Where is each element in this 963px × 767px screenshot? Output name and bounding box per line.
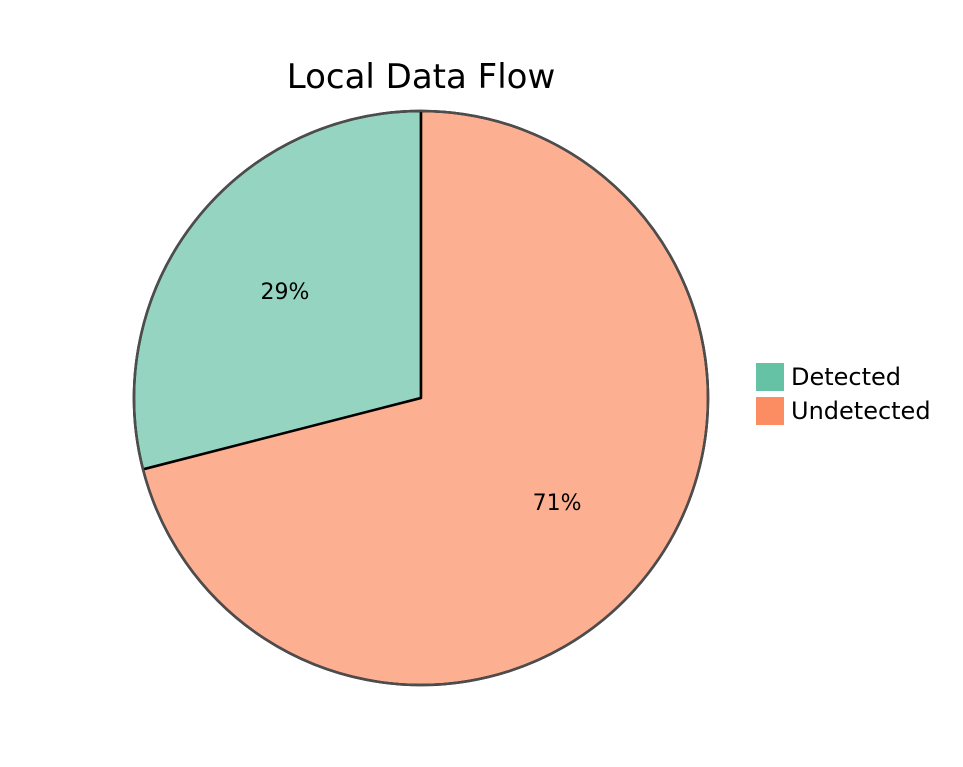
legend-label-undetected: Undetected (791, 397, 931, 425)
chart-title: Local Data Flow (287, 57, 556, 97)
legend-swatch-detected (756, 363, 784, 391)
legend: Detected Undetected (756, 363, 931, 425)
legend-swatch-undetected (756, 397, 784, 425)
legend-label-detected: Detected (791, 363, 901, 391)
slice-label-detected: 29% (260, 280, 309, 305)
slice-label-undetected: 71% (533, 491, 582, 516)
pie-slices (134, 111, 708, 685)
